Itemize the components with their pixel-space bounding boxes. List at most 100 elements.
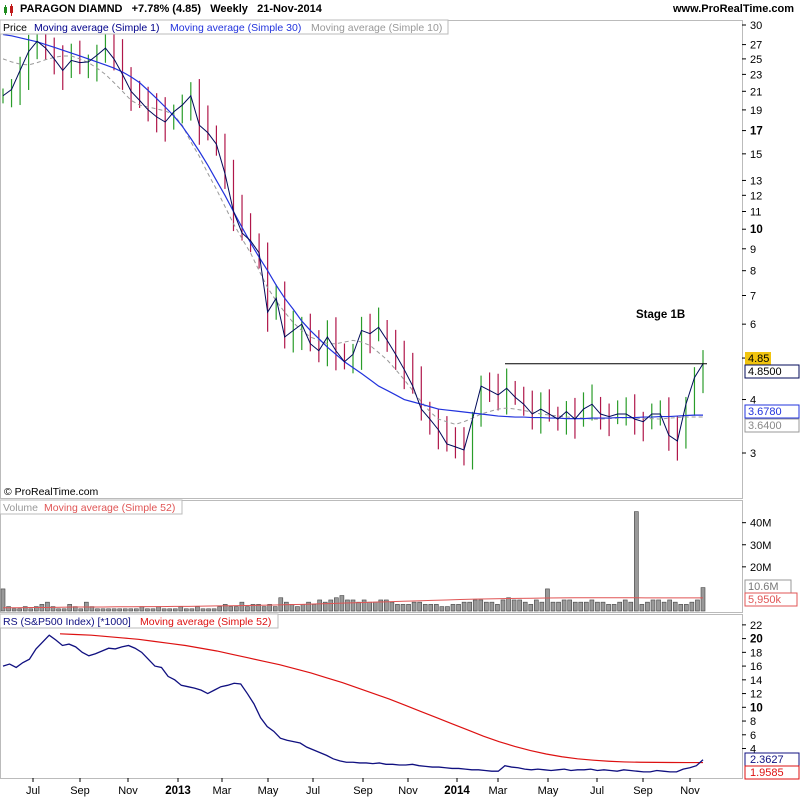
- chart-title: PARAGON DIAMND +7.78% (4.85) Weekly 21-N…: [20, 3, 322, 15]
- volume-bar: [245, 606, 250, 612]
- volume-bar: [167, 608, 172, 612]
- volume-bars: [0, 511, 706, 612]
- last-price-label: 4.85: [748, 353, 769, 365]
- volume-bar: [684, 604, 689, 612]
- price-legend: Price Moving average (Simple 1) Moving a…: [0, 19, 449, 35]
- volume-ma52-line: [3, 597, 703, 609]
- rs-panel-frame: [0, 614, 743, 779]
- volume-bar: [611, 604, 617, 612]
- volume-bar: [550, 601, 556, 612]
- volume-bar: [222, 604, 228, 612]
- price-tick-label: 7: [750, 291, 756, 303]
- x-axis: Jul Sep Nov 2013 Mar May Jul Sep Nov 2014 Mar May Ju…: [26, 778, 700, 797]
- chart-header: PARAGON DIAMND +7.78% (4.85) Weekly 21-N…: [0, 0, 800, 20]
- volume-bar: [106, 608, 111, 612]
- volume-bar: [100, 608, 106, 612]
- x-tick-label: Nov: [398, 785, 418, 797]
- volume-bar: [589, 599, 595, 612]
- volume-bar: [395, 604, 400, 612]
- ma10-line: [2, 55, 703, 425]
- x-tick-label: Jul: [26, 785, 40, 797]
- volume-tick-label: 30M: [750, 540, 771, 552]
- volume-bar: [372, 601, 378, 612]
- volume-bar: [700, 587, 706, 612]
- volume-bar: [367, 601, 372, 612]
- volume-y-axis: 40M 30M 20M: [742, 518, 771, 574]
- volume-bar: [228, 606, 234, 612]
- volume-bar: [361, 599, 367, 612]
- volume-bar: [22, 606, 28, 612]
- volume-bar: [328, 599, 334, 612]
- volume-bar: [556, 601, 561, 612]
- volume-bar: [306, 601, 311, 612]
- rs-value-label: 2.3627: [750, 754, 784, 766]
- rs-line: [2, 634, 704, 773]
- volume-bar: [334, 597, 339, 612]
- volume-bar: [561, 599, 567, 612]
- rs-tick-label: 6: [750, 730, 756, 742]
- volume-bar: [411, 601, 417, 612]
- volume-bar: [389, 601, 395, 612]
- rs-tick-label: 16: [750, 661, 762, 673]
- copyright-label: © ProRealTime.com: [4, 486, 99, 498]
- volume-bar: [506, 597, 511, 612]
- volume-bar: [434, 604, 439, 612]
- volume-bar: [345, 599, 350, 612]
- volume-bar: [311, 604, 317, 612]
- volume-bar: [150, 608, 156, 612]
- volume-bar: [511, 599, 517, 612]
- volume-bar: [595, 601, 600, 612]
- rs-tick-label: 12: [750, 689, 762, 701]
- rs-tick-label: 10: [750, 702, 763, 714]
- legend-ma30: Moving average (Simple 30): [170, 22, 301, 34]
- volume-bar: [172, 608, 178, 612]
- last-volume-label: 10.6M: [748, 581, 779, 593]
- volume-bar: [534, 599, 539, 612]
- volume-bar: [139, 606, 145, 612]
- volume-bar: [678, 604, 684, 612]
- legend-volume: Volume: [3, 502, 38, 514]
- volume-bar: [95, 608, 100, 612]
- volume-bar: [400, 604, 406, 612]
- volume-bar: [317, 599, 322, 612]
- volume-bar: [211, 608, 217, 612]
- volume-bar: [472, 599, 478, 612]
- volume-bar: [545, 588, 550, 612]
- price-tick-label: 8: [750, 266, 756, 278]
- volume-bar: [350, 599, 356, 612]
- volume-bar: [284, 601, 289, 612]
- rs-tick-label: 22: [750, 620, 762, 632]
- volume-bar: [6, 606, 11, 612]
- volume-bar: [0, 588, 6, 612]
- price-tick-label: 25: [750, 54, 762, 66]
- volume-bar: [322, 601, 328, 612]
- x-tick-label: Jul: [306, 785, 320, 797]
- x-tick-label: May: [258, 785, 279, 797]
- site-link[interactable]: www.ProRealTime.com: [672, 3, 794, 15]
- legend-rs: RS (S&P500 Index) [*1000]: [3, 616, 131, 628]
- ma30-value-label: 3.6780: [748, 406, 782, 418]
- volume-bar: [495, 604, 500, 612]
- legend-ma10: Moving average (Simple 10): [311, 22, 442, 34]
- volume-bar: [461, 601, 467, 612]
- volume-bar: [217, 606, 222, 612]
- volume-bar: [50, 606, 56, 612]
- volume-bar: [261, 606, 267, 612]
- volume-bar: [406, 604, 411, 612]
- price-tick-label: 12: [750, 190, 762, 202]
- volume-bar: [645, 601, 650, 612]
- legend-ma1: Moving average (Simple 1): [34, 22, 159, 34]
- volume-bar: [439, 606, 445, 612]
- rs-tick-label: 8: [750, 716, 756, 728]
- price-panel-frame: [0, 20, 743, 499]
- price-candles: [2, 21, 704, 470]
- volume-bar: [56, 608, 61, 612]
- volume-bar: [672, 601, 678, 612]
- price-tick-label: 10: [750, 224, 763, 236]
- volume-bar: [384, 599, 389, 612]
- volume-bar: [450, 604, 456, 612]
- volume-bar: [634, 511, 639, 612]
- volume-bar: [600, 601, 606, 612]
- volume-bar: [650, 599, 656, 612]
